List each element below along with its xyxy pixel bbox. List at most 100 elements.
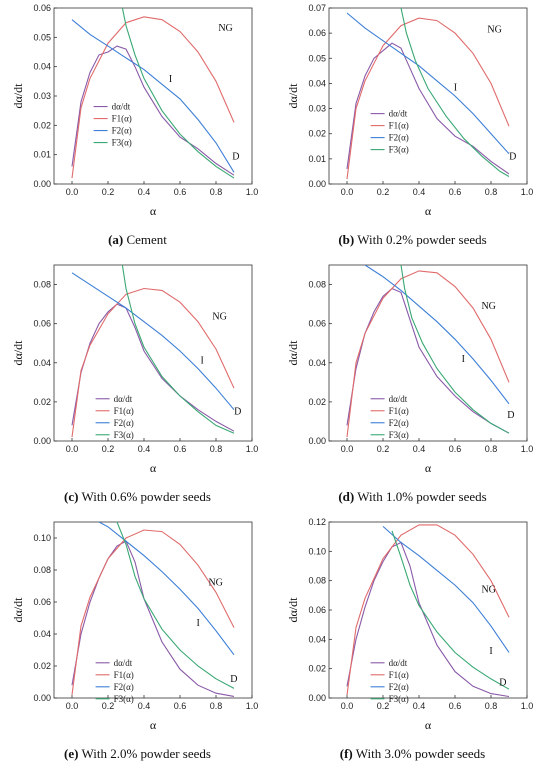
legend-label: F1(α) xyxy=(114,670,134,680)
x-tick-label: 0.6 xyxy=(174,444,187,454)
series-line-ddt xyxy=(71,45,235,176)
y-tick-label: 0.05 xyxy=(33,32,51,42)
y-tick-label: 0.06 xyxy=(308,319,326,329)
x-tick-label: 0.0 xyxy=(341,187,354,197)
x-axis-label: α xyxy=(150,461,157,475)
series-line-f1 xyxy=(346,524,510,696)
y-tick-label: 0.02 xyxy=(33,397,51,407)
y-tick-label: 0.04 xyxy=(33,629,51,639)
annotation-d: D xyxy=(499,678,506,689)
legend-label: F3(α) xyxy=(114,430,134,440)
y-tick-label: 0.03 xyxy=(308,104,326,114)
x-tick-label: 0.4 xyxy=(413,187,426,197)
legend-label: dα/dt xyxy=(389,658,408,668)
chart-svg-d: 0.0 0.2 0.4 0.6 0.8 1.0 0.00 0.02 0.04 0.06 0.08 α d… xyxy=(286,264,533,475)
y-tick-label: 0.00 xyxy=(33,436,51,446)
y-tick-label: 0.02 xyxy=(33,661,51,671)
y-tick-label: 0.06 xyxy=(308,605,326,615)
x-tick-label: 1.0 xyxy=(521,701,534,711)
annotation-ng: NG xyxy=(208,577,222,588)
legend-label: F2(α) xyxy=(114,682,134,692)
x-tick-label: 1.0 xyxy=(246,187,259,197)
series-line-f1 xyxy=(71,529,235,695)
annotation-d: D xyxy=(234,407,241,418)
x-tick-label: 1.0 xyxy=(246,444,259,454)
chart-svg-b: 0.0 0.2 0.4 0.6 0.8 1.0 0.00 0.01 0.02 0.03 0.04 0.… xyxy=(286,3,534,218)
chart-svg-e: 0.0 0.2 0.4 0.6 0.8 1.0 0.00 0.02 0.04 0.06 0.08 0.… xyxy=(11,521,258,732)
y-tick-label: 0.08 xyxy=(308,576,326,586)
chart-panel-e: 0.0 0.2 0.4 0.6 0.8 1.0 0.00 0.02 0.04 0.06 0.08 0.… xyxy=(0,514,275,771)
legend-label: F2(α) xyxy=(389,682,409,692)
y-axis-label: dα/dt xyxy=(11,597,25,623)
series-group xyxy=(346,8,510,180)
x-tick-label: 0.4 xyxy=(138,187,151,197)
y-tick-label: 0.04 xyxy=(308,634,326,644)
legend-label: F3(α) xyxy=(389,694,409,704)
chart-svg-f: 0.0 0.2 0.4 0.6 0.8 1.0 0.00 0.02 0.04 0.06 0.08 0.… xyxy=(286,517,534,732)
annotation-ng: NG xyxy=(481,301,495,312)
x-tick-label: 0.4 xyxy=(138,701,151,711)
caption-text-e: With 2.0% powder seeds xyxy=(81,746,211,761)
panel-label-d: (d) xyxy=(338,489,355,504)
x-axis-label: α xyxy=(425,718,432,732)
series-group xyxy=(71,265,235,438)
y-tick-label: 0.02 xyxy=(308,397,326,407)
panel-label-c: (c) xyxy=(64,489,79,504)
x-tick-label: 0.4 xyxy=(413,701,426,711)
y-tick-label: 0.02 xyxy=(308,129,326,139)
y-tick-label: 0.03 xyxy=(33,91,51,101)
y-tick-label: 0.06 xyxy=(33,319,51,329)
legend-label: F2(α) xyxy=(389,418,409,428)
y-tick-label: 0.02 xyxy=(33,120,51,130)
series-line-ddt xyxy=(346,541,510,698)
legend-label: dα/dt xyxy=(114,658,133,668)
caption-e: (e) With 2.0% powder seeds xyxy=(0,746,275,762)
x-tick-label: 0.8 xyxy=(485,444,498,454)
x-tick-label: 0.6 xyxy=(174,187,187,197)
caption-text-d: With 1.0% powder seeds xyxy=(357,489,487,504)
legend-label: F1(α) xyxy=(389,121,409,131)
series-line-f3 xyxy=(121,265,235,434)
x-tick-label: 0.6 xyxy=(449,187,462,197)
x-tick-label: 0.0 xyxy=(66,701,79,711)
series-line-f2 xyxy=(382,525,510,653)
x-axis-label: α xyxy=(425,204,432,218)
x-tick-label: 0.2 xyxy=(102,701,115,711)
series-line-f1 xyxy=(71,16,235,179)
x-tick-label: 0.2 xyxy=(377,701,390,711)
x-tick-label: 0.0 xyxy=(341,701,354,711)
annotation-d: D xyxy=(509,151,516,162)
legend-label: F3(α) xyxy=(389,145,409,155)
legend-label: F2(α) xyxy=(112,126,132,136)
caption-text-c: With 0.6% powder seeds xyxy=(81,489,211,504)
legend-label: F1(α) xyxy=(389,670,409,680)
legend-label: F1(α) xyxy=(112,114,132,124)
legend-label: dα/dt xyxy=(112,102,131,112)
annotation-i: I xyxy=(454,83,457,94)
x-tick-label: 0.8 xyxy=(485,701,498,711)
series-line-f3 xyxy=(116,522,235,689)
chart-panel-c: 0.0 0.2 0.4 0.6 0.8 1.0 0.00 0.02 0.04 0.06 0.08 α d… xyxy=(0,257,275,514)
y-tick-label: 0.00 xyxy=(308,436,326,446)
panel-label-f: (f) xyxy=(339,746,353,761)
y-tick-label: 0.04 xyxy=(308,358,326,368)
annotation-i: I xyxy=(201,356,204,367)
series-line-f1 xyxy=(71,287,235,438)
x-tick-label: 0.8 xyxy=(485,187,498,197)
legend-label: F2(α) xyxy=(114,418,134,428)
series-group xyxy=(346,265,510,438)
x-tick-label: 0.4 xyxy=(413,444,426,454)
series-line-f3 xyxy=(400,8,510,177)
x-tick-label: 0.6 xyxy=(174,701,187,711)
x-tick-label: 0.2 xyxy=(377,187,390,197)
y-tick-label: 0.04 xyxy=(33,62,51,72)
series-line-f2 xyxy=(71,19,235,173)
y-tick-label: 0.12 xyxy=(308,517,326,527)
caption-f: (f) With 3.0% powder seeds xyxy=(275,746,550,762)
y-axis-label: dα/dt xyxy=(286,597,300,623)
x-tick-label: 1.0 xyxy=(521,187,534,197)
chart-svg-c: 0.0 0.2 0.4 0.6 0.8 1.0 0.00 0.02 0.04 0.06 0.08 α d… xyxy=(11,264,259,475)
series-line-f2 xyxy=(364,265,510,405)
y-axis-label: dα/dt xyxy=(286,83,300,109)
series-line-f1 xyxy=(346,17,510,180)
